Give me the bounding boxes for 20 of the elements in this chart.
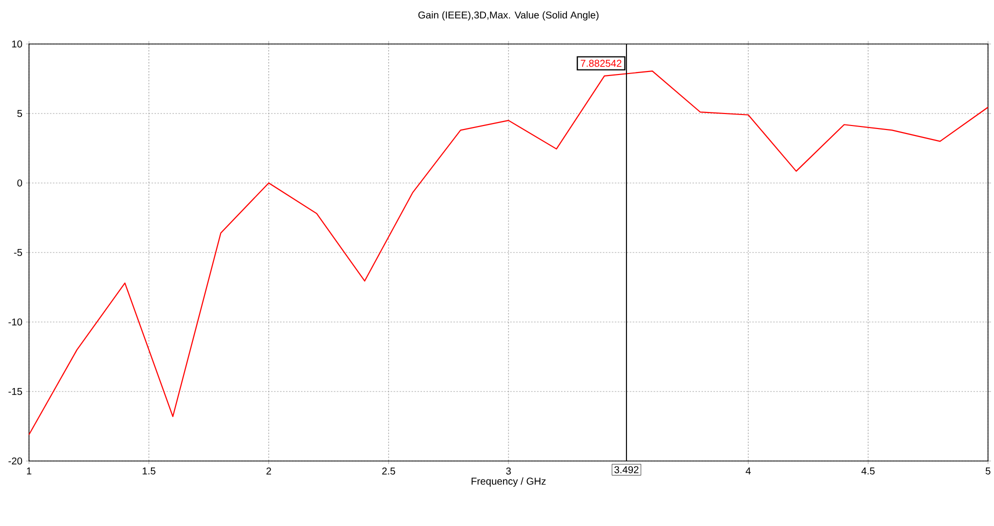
y-tick-label: 10 [12,40,22,48]
x-tick-label: 3 [506,468,511,475]
x-tick-label: 4.5 [861,468,875,474]
x-tick-label: 1 [26,468,32,474]
x-axis-title: Frequency / GHz [472,477,546,487]
x-tick-label: 2 [266,468,272,474]
y-tick-label: -10 [8,318,22,326]
y-tick-label: 5 [17,110,22,117]
ref-line-label: 3.492 [614,466,638,474]
line-series [28,70,989,436]
y-tick-label: -15 [8,388,22,395]
x-tick-label: 2.5 [382,468,396,475]
annotation: 7.882542 [580,60,622,67]
x-tick-label: 1.5 [142,468,156,474]
chart-title: Gain (IEEE),3D,Max. Value (Solid Angle) [418,11,598,20]
y-tick-label: -5 [14,249,22,256]
x-tick-label: 5 [986,468,990,474]
x-tick-label: 4 [746,468,751,474]
y-tick-label: -20 [8,457,22,465]
y-tick-label: 0 [17,179,22,187]
